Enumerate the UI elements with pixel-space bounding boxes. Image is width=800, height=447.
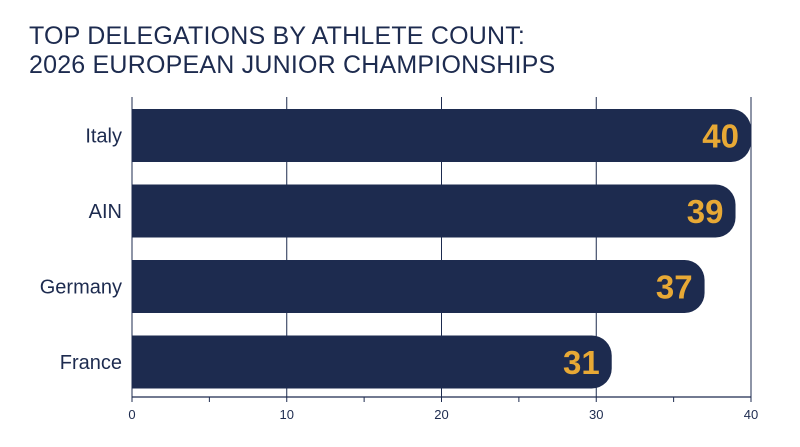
bar-germany: [132, 260, 705, 313]
value-label: 31: [563, 344, 600, 381]
chart-title-line-1: TOP DELEGATIONS BY ATHLETE COUNT:: [29, 22, 526, 50]
bar-italy: [132, 109, 751, 162]
category-label: AIN: [89, 201, 122, 223]
chart-title: TOP DELEGATIONS BY ATHLETE COUNT: 2026 E…: [29, 22, 555, 80]
value-label: 37: [656, 269, 693, 306]
bar-france: [132, 335, 612, 389]
x-axis: 0 10 20 30 40: [128, 396, 758, 422]
x-tick-label: 40: [744, 407, 758, 422]
value-label: 39: [687, 193, 724, 230]
bar-ain: [132, 184, 736, 238]
bar-layer: 40 39 37 31: [132, 109, 751, 389]
category-label: Germany: [40, 277, 122, 299]
value-label: 40: [702, 118, 739, 155]
category-label: France: [60, 352, 122, 374]
x-tick-label: 30: [589, 407, 603, 422]
x-tick-label: 20: [434, 407, 448, 422]
category-label: Italy: [85, 126, 122, 148]
category-labels: Italy AIN Germany France: [40, 126, 122, 375]
x-tick-label: 0: [128, 407, 135, 422]
chart-title-line-2: 2026 EUROPEAN JUNIOR CHAMPIONSHIPS: [29, 51, 556, 79]
x-tick-label: 10: [280, 407, 294, 422]
